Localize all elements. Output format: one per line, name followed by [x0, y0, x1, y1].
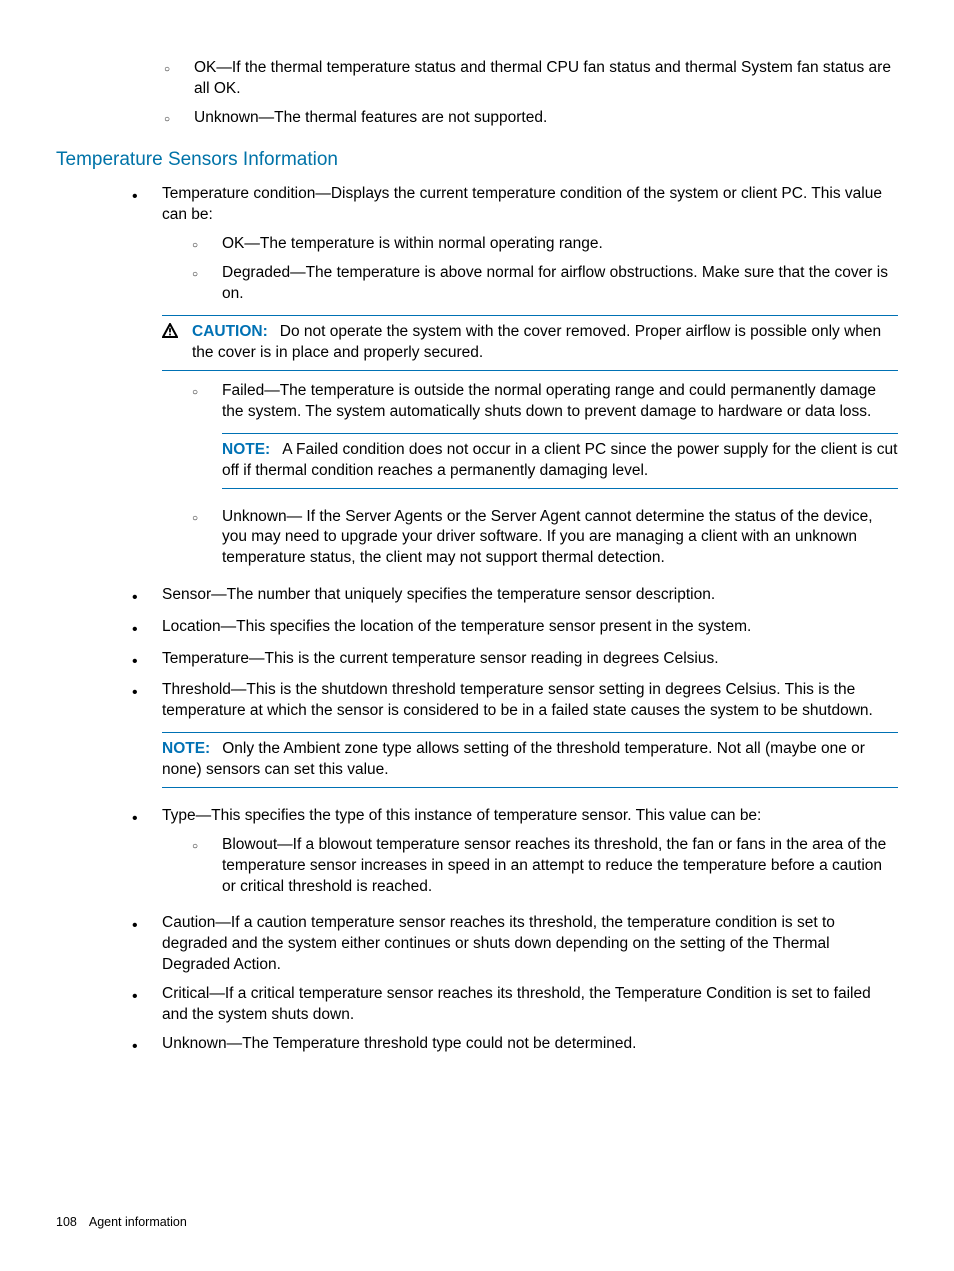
list-item: ○ Unknown— If the Server Agents or the S… — [192, 507, 898, 570]
item-text: Blowout—If a blowout temperature sensor … — [222, 835, 898, 898]
callout-body: CAUTION:Do not operate the system with t… — [192, 322, 898, 364]
item-text: OK—If the thermal temperature status and… — [194, 58, 898, 100]
document-page: ○ OK—If the thermal temperature status a… — [0, 0, 954, 1058]
list-item: ○ Failed—The temperature is outside the … — [192, 381, 898, 499]
hollow-bullet: ○ — [192, 263, 222, 305]
list-item: • Threshold—This is the shutdown thresho… — [132, 680, 898, 798]
main-list: • Temperature condition—Displays the cur… — [56, 184, 898, 1057]
note-text: Only the Ambient zone type allows settin… — [162, 740, 865, 778]
item-text: Sensor—The number that uniquely specifie… — [162, 585, 898, 609]
caution-label: CAUTION: — [192, 323, 268, 340]
item-text: Caution—If a caution temperature sensor … — [162, 913, 898, 976]
hollow-bullet: ○ — [164, 58, 194, 100]
hollow-bullet: ○ — [192, 507, 222, 570]
disc-bullet: • — [132, 617, 162, 641]
hollow-bullet: ○ — [164, 108, 194, 129]
footer-section: Agent information — [89, 1215, 187, 1229]
list-item: • Location—This specifies the location o… — [132, 617, 898, 641]
callout-body: NOTE:Only the Ambient zone type allows s… — [162, 739, 898, 781]
disc-bullet: • — [132, 913, 162, 976]
item-text: Location—This specifies the location of … — [162, 617, 898, 641]
item-text: Type—This specifies the type of this ins… — [162, 806, 898, 827]
page-footer: 108 Agent information — [56, 1214, 187, 1231]
list-item: • Temperature—This is the current temper… — [132, 649, 898, 673]
nested-list: ○ Failed—The temperature is outside the … — [162, 381, 898, 569]
list-item: ○ OK—If the thermal temperature status a… — [164, 58, 898, 100]
item-text: Threshold—This is the shutdown threshold… — [162, 680, 898, 722]
note-callout: NOTE:A Failed condition does not occur i… — [222, 433, 898, 489]
list-item: ○ OK—The temperature is within normal op… — [192, 234, 898, 255]
item-body: Temperature condition—Displays the curre… — [162, 184, 898, 577]
caution-callout: CAUTION:Do not operate the system with t… — [162, 315, 898, 371]
item-body: Threshold—This is the shutdown threshold… — [162, 680, 898, 798]
section-heading: Temperature Sensors Information — [56, 147, 898, 173]
list-item: • Sensor—The number that uniquely specif… — [132, 585, 898, 609]
disc-bullet: • — [132, 984, 162, 1026]
item-text: Temperature—This is the current temperat… — [162, 649, 898, 673]
item-text: Failed—The temperature is outside the no… — [222, 381, 898, 423]
list-item: • Type—This specifies the type of this i… — [132, 806, 898, 906]
note-callout: NOTE:Only the Ambient zone type allows s… — [162, 732, 898, 788]
item-body: Type—This specifies the type of this ins… — [162, 806, 898, 906]
item-body: Failed—The temperature is outside the no… — [222, 381, 898, 499]
item-text: OK—The temperature is within normal oper… — [222, 234, 898, 255]
list-item: • Critical—If a critical temperature sen… — [132, 984, 898, 1026]
list-item: ○ Degraded—The temperature is above norm… — [192, 263, 898, 305]
disc-bullet: • — [132, 649, 162, 673]
hollow-bullet: ○ — [192, 381, 222, 499]
caution-text: Do not operate the system with the cover… — [192, 323, 881, 361]
disc-bullet: • — [132, 1034, 162, 1058]
caution-icon — [162, 322, 192, 364]
page-number: 108 — [56, 1215, 77, 1229]
list-item: ○ Unknown—The thermal features are not s… — [164, 108, 898, 129]
item-text: Unknown—The thermal features are not sup… — [194, 108, 898, 129]
note-label: NOTE: — [162, 740, 210, 757]
list-item: ○ Blowout—If a blowout temperature senso… — [192, 835, 898, 898]
item-text: Unknown— If the Server Agents or the Ser… — [222, 507, 898, 570]
list-item: • Caution—If a caution temperature senso… — [132, 913, 898, 976]
item-text: Unknown—The Temperature threshold type c… — [162, 1034, 898, 1058]
hollow-bullet: ○ — [192, 835, 222, 898]
disc-bullet: • — [132, 806, 162, 906]
list-item: • Temperature condition—Displays the cur… — [132, 184, 898, 577]
disc-bullet: • — [132, 585, 162, 609]
intro-sublist: ○ OK—If the thermal temperature status a… — [56, 58, 898, 129]
note-text: A Failed condition does not occur in a c… — [222, 441, 897, 479]
disc-bullet: • — [132, 680, 162, 798]
hollow-bullet: ○ — [192, 234, 222, 255]
item-text: Degraded—The temperature is above normal… — [222, 263, 898, 305]
list-item: • Unknown—The Temperature threshold type… — [132, 1034, 898, 1058]
disc-bullet: • — [132, 184, 162, 577]
item-text: Critical—If a critical temperature senso… — [162, 984, 898, 1026]
nested-list: ○ Blowout—If a blowout temperature senso… — [162, 835, 898, 898]
nested-list: ○ OK—The temperature is within normal op… — [162, 234, 898, 305]
item-text: Temperature condition—Displays the curre… — [162, 184, 898, 226]
callout-body: NOTE:A Failed condition does not occur i… — [222, 440, 898, 482]
note-label: NOTE: — [222, 441, 270, 458]
